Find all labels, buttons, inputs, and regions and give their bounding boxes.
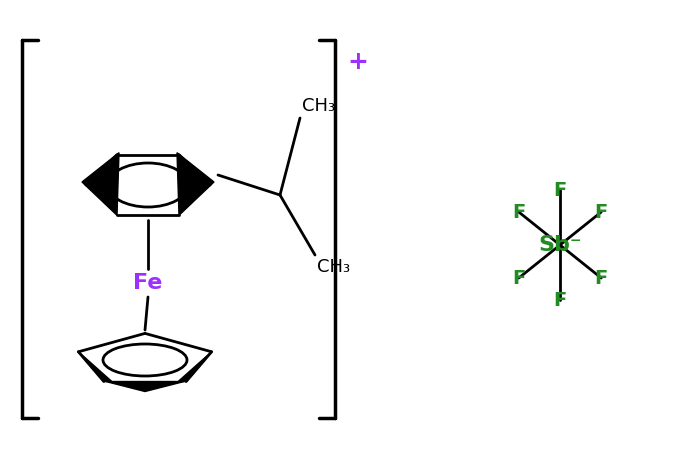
Text: CH₃: CH₃ <box>317 258 350 276</box>
Text: F: F <box>554 180 566 199</box>
Text: F: F <box>594 202 608 221</box>
Text: F: F <box>594 269 608 288</box>
Polygon shape <box>82 153 119 215</box>
Text: Sb⁻: Sb⁻ <box>538 235 582 255</box>
Text: Fe: Fe <box>133 273 163 293</box>
Text: F: F <box>554 291 566 310</box>
Text: +: + <box>347 50 369 74</box>
Polygon shape <box>177 153 214 215</box>
Polygon shape <box>106 382 184 392</box>
Text: F: F <box>512 202 526 221</box>
Polygon shape <box>178 352 211 382</box>
Polygon shape <box>78 352 112 382</box>
Text: F: F <box>512 269 526 288</box>
Text: CH₃: CH₃ <box>302 97 335 115</box>
